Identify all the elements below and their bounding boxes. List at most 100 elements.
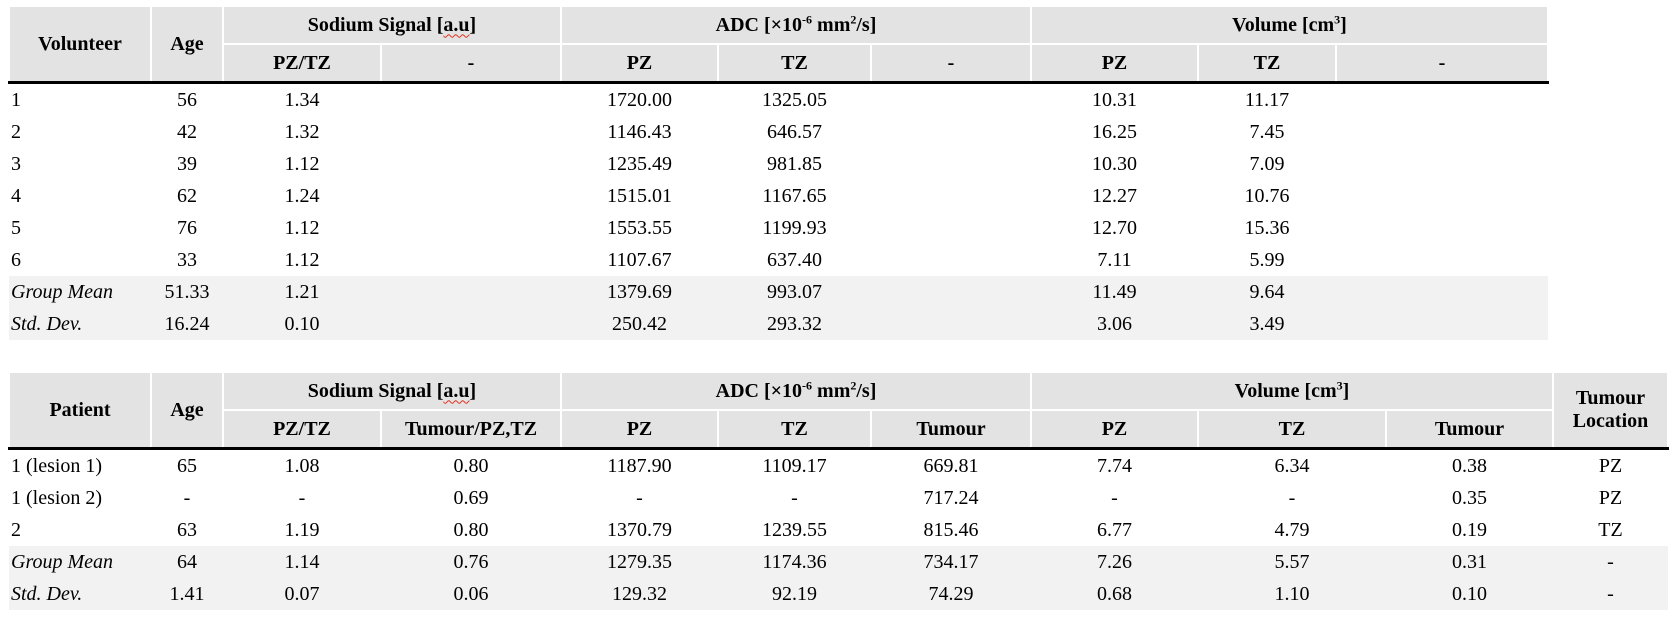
cell: 1279.35 [561, 546, 718, 578]
table-row: 4 62 1.24 1515.01 1167.65 12.27 10.76 [9, 180, 1548, 212]
row-label: 3 [11, 152, 21, 175]
cell: 0.07 [223, 578, 381, 610]
cell: 11.49 [1031, 276, 1198, 308]
cell: 981.85 [767, 152, 822, 175]
cell: 92.19 [718, 578, 871, 610]
cell [871, 308, 1031, 340]
sub-header-sodium-pz-tz: PZ/TZ [222, 409, 382, 450]
misspelled-word: a.u [443, 13, 470, 36]
cell: 65 [177, 454, 197, 477]
header-text-part: /s] [856, 379, 877, 402]
cell: 1370.79 [607, 518, 672, 541]
cell: - [791, 486, 798, 509]
header-text-part: ] [1342, 379, 1350, 402]
cell: 1174.36 [718, 546, 871, 578]
header-text-part: ] [469, 379, 477, 402]
superscript: -6 [802, 11, 813, 26]
cell: 16.24 [151, 308, 223, 340]
cell [1336, 83, 1548, 117]
header-text-part: ] [469, 13, 477, 36]
header-text-part: mm [812, 379, 851, 402]
cell: 1235.49 [607, 152, 672, 175]
cell: 1.08 [284, 454, 320, 477]
group-header-sodium-signal: Sodium Signal [a.u] [222, 5, 562, 45]
sub-header-adc-pz: PZ [560, 43, 719, 84]
cell: 12.70 [1092, 216, 1137, 239]
row-label: Std. Dev. [9, 308, 151, 340]
row-label: 2 [11, 518, 21, 541]
cell [381, 148, 561, 180]
cell [1336, 180, 1548, 212]
cell: 7.26 [1031, 546, 1198, 578]
cell: 16.25 [1092, 120, 1137, 143]
cell: 62 [177, 184, 197, 207]
cell: - [1553, 578, 1668, 610]
table-row: 3 39 1.12 1235.49 981.85 10.30 7.09 [9, 148, 1548, 180]
cell: 993.07 [718, 276, 871, 308]
cell: 74.29 [871, 578, 1031, 610]
row-label: 5 [11, 216, 21, 239]
cell: 11.17 [1244, 88, 1290, 111]
table-row: 2 63 1.19 0.80 1370.79 1239.55 815.46 6.77 4.79 0… [9, 514, 1668, 546]
patients-table-header: Patient Age Sodium Signal [a.u] ADC [×10… [8, 371, 1669, 450]
row-label: Std. Dev. [9, 578, 151, 610]
cell [1336, 244, 1548, 276]
col-header-age: Age [150, 371, 224, 450]
group-header-volume: Volume [cm3] [1030, 371, 1554, 411]
header-text-part: mm [812, 13, 851, 36]
cell: PZ [1598, 486, 1623, 509]
cell: 0.06 [381, 578, 561, 610]
cell: 12.27 [1092, 184, 1137, 207]
cell [381, 308, 561, 340]
cell [1336, 276, 1548, 308]
cell: 7.09 [1249, 152, 1285, 175]
cell [1336, 308, 1548, 340]
table-row: 6 33 1.12 1107.67 637.40 7.11 5.99 [9, 244, 1548, 276]
cell: 56 [177, 88, 197, 111]
cell: 10.31 [1092, 88, 1137, 111]
cell: 0.10 [223, 308, 381, 340]
cell: 0.31 [1386, 546, 1553, 578]
cell: 1.21 [223, 276, 381, 308]
row-label: 6 [11, 248, 21, 271]
sub-header-sodium-dash: - [380, 43, 562, 84]
col-header-volunteer: Volunteer [8, 5, 152, 84]
cell: 51.33 [151, 276, 223, 308]
cell: 7.11 [1097, 248, 1132, 271]
row-label: 1 (lesion 1) [11, 454, 103, 477]
superscript: -6 [802, 377, 813, 392]
col-header-age: Age [150, 5, 224, 84]
cell: 1325.05 [762, 88, 827, 111]
sub-header-row: PZ/TZ Tumour/PZ,TZ PZ TZ Tumour PZ TZ Tu… [9, 409, 1668, 450]
group-header-adc: ADC [×10-6 mm2/s] [560, 5, 1032, 45]
group-header-volume: Volume [cm3] [1030, 5, 1549, 45]
cell [871, 276, 1031, 308]
header-text-part: ADC [×10 [715, 13, 803, 36]
header-text-part: /s] [856, 13, 877, 36]
cell: - [1553, 546, 1668, 578]
row-label: 2 [11, 120, 21, 143]
group-header-row: Patient Age Sodium Signal [a.u] ADC [×10… [8, 371, 1669, 450]
cell: 6.77 [1097, 518, 1132, 541]
cell: 734.17 [871, 546, 1031, 578]
sub-header-volume-tz: TZ [1197, 409, 1387, 450]
header-text-part: Volume [cm [1234, 379, 1337, 402]
volunteers-table: Volunteer Age Sodium Signal [a.u] ADC [×… [8, 5, 1549, 340]
cell: TZ [1598, 518, 1623, 541]
cell: 76 [177, 216, 197, 239]
cell [381, 83, 561, 117]
cell: 1553.55 [607, 216, 672, 239]
cell: 10.30 [1092, 152, 1137, 175]
sub-header-adc-tumour: Tumour [870, 409, 1032, 450]
col-header-tumour-location: Tumour Location [1552, 371, 1669, 450]
cell: 1109.17 [762, 454, 827, 477]
sub-header-volume-tz: TZ [1197, 43, 1337, 84]
superscript: 2 [850, 11, 857, 26]
cell: 10.76 [1244, 184, 1290, 207]
cell: 0.80 [453, 518, 489, 541]
sub-header-adc-tz: TZ [717, 43, 872, 84]
cell: 1199.93 [762, 216, 827, 239]
cell [871, 148, 1031, 180]
cell: 64 [151, 546, 223, 578]
cell: 646.57 [767, 120, 822, 143]
